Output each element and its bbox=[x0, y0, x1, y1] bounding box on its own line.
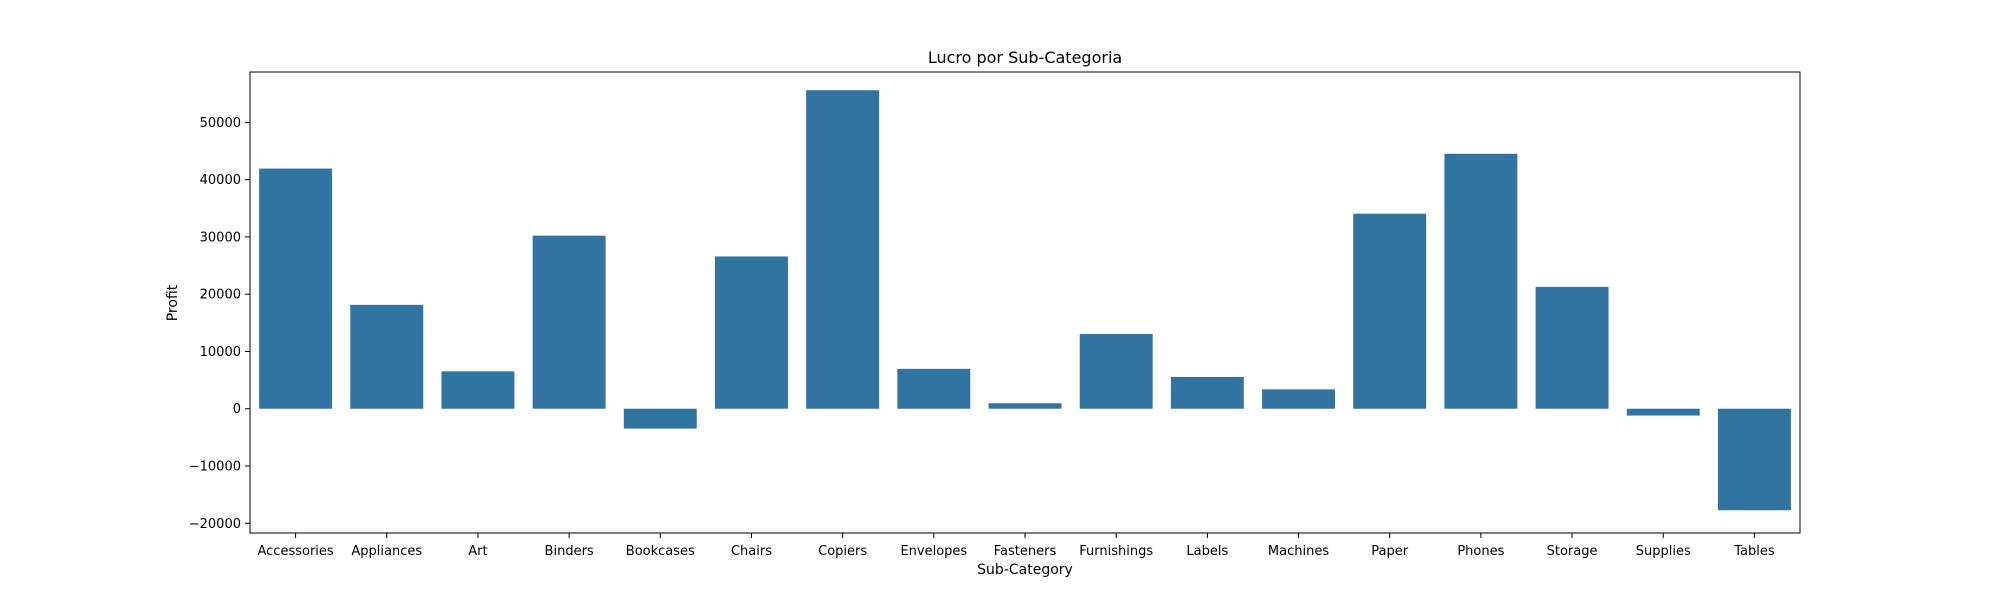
x-tick-label: Art bbox=[468, 544, 487, 559]
bar-labels bbox=[1170, 376, 1244, 409]
x-tick-label: Labels bbox=[1186, 544, 1228, 559]
y-axis-title: Profit bbox=[165, 284, 181, 321]
plot-frame bbox=[249, 71, 1801, 534]
x-tick-label: Storage bbox=[1547, 544, 1598, 559]
bars-group bbox=[259, 90, 1791, 511]
x-tick-label: Accessories bbox=[257, 544, 333, 559]
bar-copiers bbox=[806, 90, 880, 409]
x-tick-label: Fasteners bbox=[994, 544, 1057, 559]
y-tick-label: 0 bbox=[233, 402, 241, 417]
x-tick-label: Binders bbox=[545, 544, 594, 559]
bar-supplies bbox=[1626, 408, 1700, 416]
bar-fasteners bbox=[988, 403, 1062, 409]
bar-art bbox=[441, 371, 515, 409]
y-axis: −20000 −10000 0 10000 20000 30000 40000 50000 bbox=[189, 116, 250, 532]
y-tick-label: −10000 bbox=[189, 460, 241, 475]
x-tick-label: Chairs bbox=[731, 544, 772, 559]
y-tick-label: 20000 bbox=[200, 288, 241, 303]
x-tick-label: Appliances bbox=[351, 544, 422, 559]
x-tick-label: Machines bbox=[1268, 544, 1329, 559]
bar-storage bbox=[1535, 286, 1609, 409]
x-tick-label: Paper bbox=[1371, 544, 1408, 559]
y-tick-label: 10000 bbox=[200, 345, 241, 360]
x-tick-label: Bookcases bbox=[626, 544, 695, 559]
bar-furnishings bbox=[1079, 333, 1153, 409]
x-tick-label: Envelopes bbox=[900, 544, 967, 559]
bar-binders bbox=[532, 235, 606, 409]
bar-chairs bbox=[715, 256, 788, 409]
bar-bookcases bbox=[623, 408, 697, 429]
bar-paper bbox=[1353, 213, 1427, 409]
y-tick-label: 40000 bbox=[200, 173, 241, 188]
x-tick-label: Tables bbox=[1733, 544, 1775, 559]
x-tick-label: Phones bbox=[1457, 544, 1504, 559]
x-tick-label: Copiers bbox=[818, 544, 867, 559]
bar-phones bbox=[1444, 153, 1518, 409]
bar-tables bbox=[1717, 408, 1791, 511]
y-tick-label: 30000 bbox=[200, 230, 241, 245]
chart-title: Lucro por Sub-Categoria bbox=[928, 48, 1122, 67]
bar-accessories bbox=[259, 168, 333, 409]
bar-envelopes bbox=[897, 368, 971, 409]
x-axis: Accessories Appliances Art Binders Bookcases… bbox=[257, 533, 1775, 559]
x-tick-label: Furnishings bbox=[1079, 544, 1153, 559]
x-axis-title: Sub-Category bbox=[977, 562, 1073, 578]
x-tick-label: Supplies bbox=[1636, 544, 1691, 559]
y-tick-label: −20000 bbox=[189, 517, 241, 532]
bar-appliances bbox=[350, 304, 424, 409]
bar-machines bbox=[1262, 389, 1335, 409]
y-tick-label: 50000 bbox=[200, 116, 241, 131]
